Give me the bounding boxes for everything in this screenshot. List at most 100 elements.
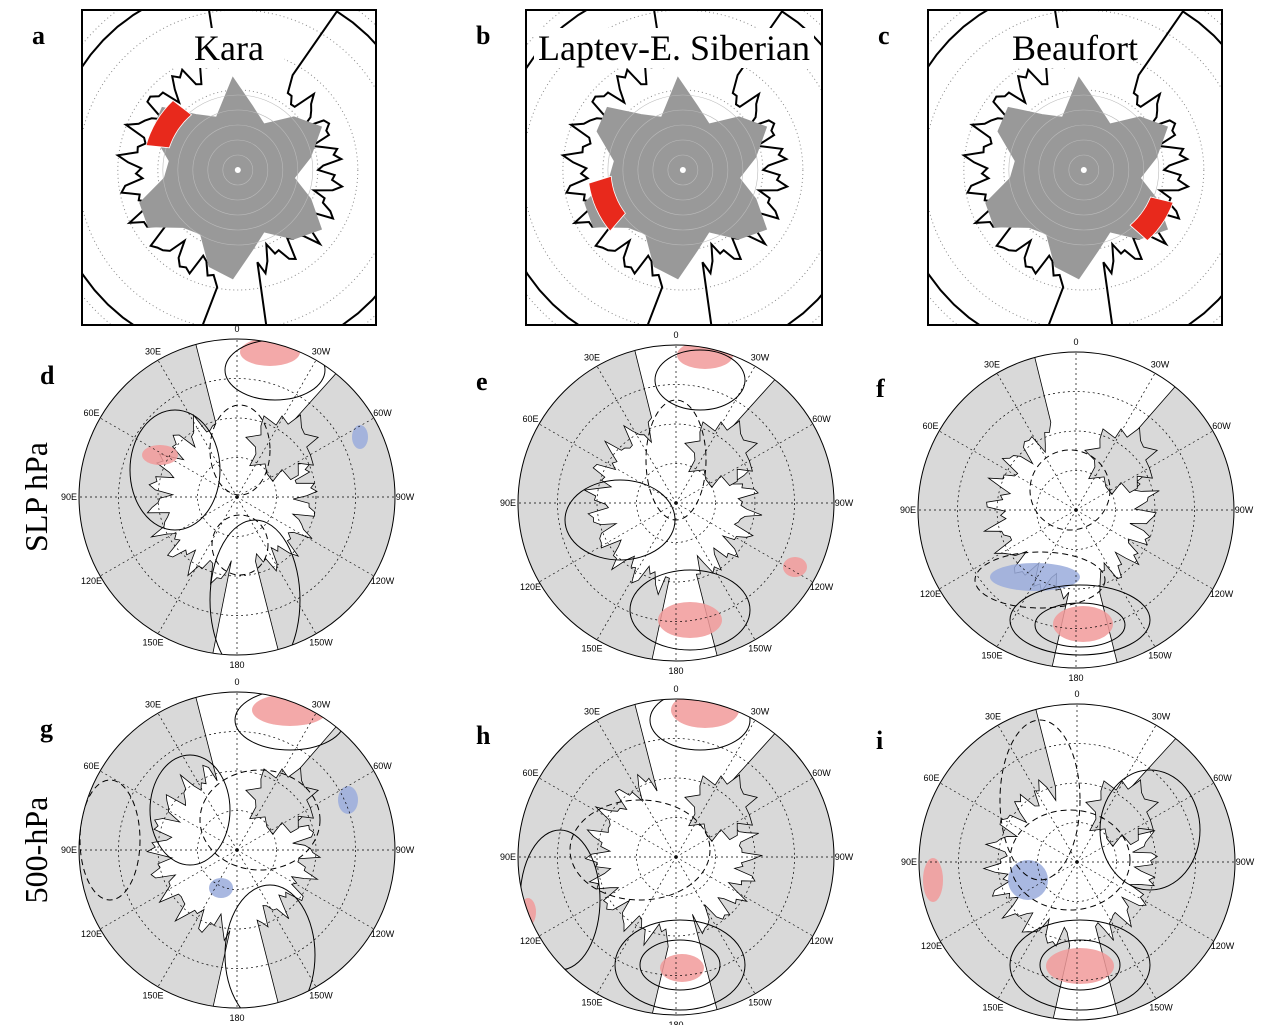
longitude-label: 90E bbox=[61, 845, 77, 855]
polar-map bbox=[63, 329, 410, 680]
shaded-anomaly bbox=[658, 602, 722, 638]
panel-letter: f bbox=[876, 374, 885, 403]
shaded-anomaly bbox=[338, 786, 358, 814]
longitude-label: 150W bbox=[748, 998, 772, 1008]
longitude-label: 90W bbox=[1235, 505, 1254, 515]
shaded-anomaly bbox=[142, 445, 178, 465]
longitude-label: 150E bbox=[142, 991, 163, 1001]
longitude-label: 120W bbox=[371, 576, 395, 586]
longitude-label: 30W bbox=[751, 353, 770, 363]
shaded-anomaly bbox=[783, 557, 807, 577]
longitude-label: 150E bbox=[581, 998, 602, 1008]
longitude-label: 0 bbox=[1074, 689, 1079, 699]
panel-letter: a bbox=[32, 21, 45, 50]
panel-title: Beaufort bbox=[1012, 28, 1138, 68]
panel-letter: c bbox=[878, 21, 890, 50]
longitude-label: 120E bbox=[81, 929, 102, 939]
longitude-label: 60E bbox=[923, 773, 939, 783]
longitude-label: 150E bbox=[581, 644, 602, 654]
longitude-label: 60E bbox=[922, 421, 938, 431]
longitude-label: 120W bbox=[1211, 941, 1235, 951]
longitude-label: 150W bbox=[1149, 1003, 1173, 1013]
longitude-label: 30W bbox=[312, 700, 331, 710]
polar-map bbox=[902, 342, 1249, 682]
longitude-label: 60W bbox=[812, 768, 831, 778]
longitude-label: 0 bbox=[1073, 337, 1078, 347]
shaded-anomaly bbox=[1053, 606, 1113, 642]
panel-letter: b bbox=[476, 21, 490, 50]
polar-map bbox=[502, 335, 849, 675]
longitude-label: 60E bbox=[522, 768, 538, 778]
longitude-label: 150W bbox=[309, 638, 333, 648]
longitude-label: 120W bbox=[371, 929, 395, 939]
longitude-label: 30W bbox=[751, 707, 770, 717]
longitude-label: 30E bbox=[985, 712, 1001, 722]
shaded-anomaly bbox=[990, 563, 1080, 591]
panel-title: Laptev-E. Siberian bbox=[538, 28, 810, 68]
longitude-label: 180 bbox=[668, 1020, 683, 1025]
longitude-label: 30W bbox=[312, 347, 331, 357]
longitude-label: 30E bbox=[145, 347, 161, 357]
longitude-label: 60W bbox=[812, 414, 831, 424]
pole bbox=[235, 167, 241, 173]
polar-map bbox=[903, 694, 1250, 1025]
longitude-label: 90E bbox=[900, 505, 916, 515]
figure: SLP hPa 500-hPa Kara a Laptev-E. Siberian b… bbox=[0, 0, 1262, 1025]
longitude-label: 90E bbox=[61, 492, 77, 502]
row-label: 500-hPa bbox=[18, 797, 54, 904]
shaded-anomaly bbox=[923, 858, 943, 902]
longitude-label: 30E bbox=[145, 700, 161, 710]
longitude-label: 150W bbox=[309, 991, 333, 1001]
longitude-label: 180 bbox=[1068, 673, 1083, 683]
longitude-label: 60E bbox=[83, 761, 99, 771]
panel-letter: e bbox=[476, 367, 488, 396]
longitude-label: 90W bbox=[1236, 857, 1255, 867]
longitude-label: 30E bbox=[584, 353, 600, 363]
longitude-label: 90E bbox=[901, 857, 917, 867]
longitude-label: 90W bbox=[835, 852, 854, 862]
longitude-label: 90W bbox=[396, 492, 415, 502]
longitude-label: 120E bbox=[920, 589, 941, 599]
pole bbox=[680, 167, 686, 173]
row-label: SLP hPa bbox=[18, 442, 54, 552]
longitude-label: 0 bbox=[234, 324, 239, 334]
longitude-label: 90W bbox=[396, 845, 415, 855]
longitude-label: 60E bbox=[522, 414, 538, 424]
longitude-label: 30W bbox=[1151, 360, 1170, 370]
longitude-label: 30W bbox=[1152, 712, 1171, 722]
shaded-anomaly bbox=[209, 878, 233, 898]
longitude-label: 180 bbox=[229, 660, 244, 670]
longitude-label: 120E bbox=[520, 936, 541, 946]
panel-letter: d bbox=[40, 361, 55, 390]
polar-map bbox=[63, 682, 410, 1025]
pole bbox=[1081, 167, 1087, 173]
longitude-label: 60W bbox=[373, 761, 392, 771]
longitude-label: 120W bbox=[1210, 589, 1234, 599]
longitude-label: 150E bbox=[981, 651, 1002, 661]
shaded-anomaly bbox=[660, 954, 704, 982]
longitude-label: 0 bbox=[234, 677, 239, 687]
longitude-label: 60W bbox=[1213, 773, 1232, 783]
longitude-label: 60W bbox=[1212, 421, 1231, 431]
panel-letter: h bbox=[476, 721, 491, 750]
longitude-label: 150W bbox=[1148, 651, 1172, 661]
polar-map bbox=[502, 689, 849, 1025]
shaded-anomaly bbox=[352, 425, 368, 449]
longitude-label: 150W bbox=[748, 644, 772, 654]
longitude-label: 150E bbox=[982, 1003, 1003, 1013]
longitude-label: 120E bbox=[921, 941, 942, 951]
longitude-label: 120E bbox=[81, 576, 102, 586]
longitude-label: 90W bbox=[835, 498, 854, 508]
panel-title: Kara bbox=[194, 28, 264, 68]
longitude-label: 180 bbox=[229, 1013, 244, 1023]
longitude-label: 120W bbox=[810, 936, 834, 946]
longitude-label: 0 bbox=[673, 684, 678, 694]
longitude-label: 90E bbox=[500, 852, 516, 862]
longitude-label: 60E bbox=[83, 408, 99, 418]
longitude-label: 60W bbox=[373, 408, 392, 418]
longitude-label: 120E bbox=[520, 582, 541, 592]
shaded-anomaly bbox=[671, 692, 739, 728]
longitude-label: 0 bbox=[673, 330, 678, 340]
panel-letter: g bbox=[40, 714, 53, 743]
longitude-label: 30E bbox=[584, 707, 600, 717]
